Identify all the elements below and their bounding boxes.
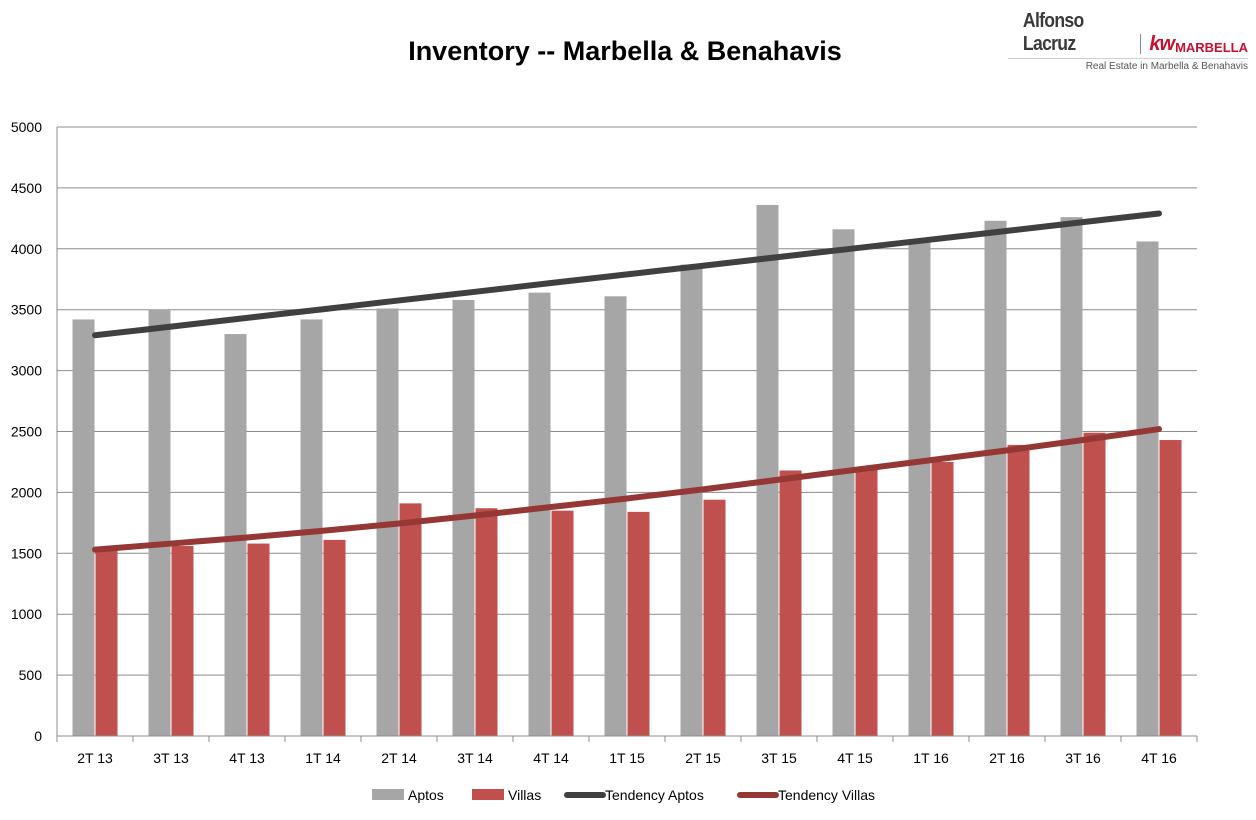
bar-villas: [551, 510, 574, 736]
brand-divider: [1140, 34, 1142, 54]
x-tick-label: 3T 16: [1065, 750, 1101, 766]
y-tick-label: 3000: [11, 363, 42, 379]
bar-villas: [171, 545, 194, 736]
bar-aptos: [148, 309, 171, 736]
bar-villas: [475, 508, 498, 736]
x-tick-label: 2T 14: [381, 750, 417, 766]
x-tick-label: 3T 13: [153, 750, 189, 766]
bar-villas: [247, 543, 270, 736]
y-tick-label: 5000: [11, 119, 42, 135]
bar-villas: [931, 461, 954, 736]
x-tick-label: 2T 13: [77, 750, 113, 766]
x-tick-label: 1T 15: [609, 750, 645, 766]
legend-swatch-aptos: [372, 789, 404, 800]
trend-line-tendency-villas: [92, 426, 1162, 553]
gridlines: [57, 126, 1197, 676]
x-tick-label: 2T 15: [685, 750, 721, 766]
y-tick-label: 1500: [11, 545, 42, 561]
bar-villas: [627, 511, 650, 736]
bar-villas: [1159, 440, 1182, 736]
bar-villas: [1007, 444, 1030, 736]
bar-aptos: [984, 220, 1007, 736]
bar-villas: [1083, 432, 1106, 736]
legend-label-tendency-aptos: Tendency Aptos: [605, 787, 704, 803]
x-tick-label: 4T 15: [837, 750, 873, 766]
bar-aptos: [224, 334, 247, 736]
bar-villas: [399, 503, 422, 736]
x-tick-label: 4T 13: [229, 750, 265, 766]
y-tick-label: 500: [19, 667, 43, 683]
brand-logo: Alfonso Lacruz kw MARBELLA Real Estate i…: [1008, 10, 1248, 72]
bar-aptos: [756, 204, 779, 736]
bar-aptos: [832, 229, 855, 736]
x-tick-label: 1T 14: [305, 750, 341, 766]
legend-label-aptos: Aptos: [408, 787, 444, 803]
bar-aptos: [1060, 217, 1083, 736]
bar-villas: [95, 549, 118, 736]
legend-swatch-villas: [472, 789, 504, 800]
bar-aptos: [1136, 241, 1159, 736]
y-tick-label: 0: [34, 728, 42, 744]
x-tick-label: 4T 16: [1141, 750, 1177, 766]
x-tick-label: 3T 14: [457, 750, 493, 766]
bar-aptos: [528, 292, 551, 736]
axes: 0 500 1000 1500 2000 2500 3000 3500 4000 4500 5000…: [11, 119, 1198, 766]
brand-row: Alfonso Lacruz kw MARBELLA: [1008, 10, 1248, 59]
y-tick-label: 4000: [11, 241, 42, 257]
trend-lines: [92, 210, 1162, 553]
x-tick-label: 4T 14: [533, 750, 569, 766]
y-tick-label: 3500: [11, 302, 42, 318]
bar-villas: [323, 539, 346, 736]
brand-office: MARBELLA: [1175, 40, 1248, 55]
brand-name: Alfonso Lacruz: [1022, 10, 1084, 55]
bar-aptos: [72, 319, 95, 736]
brand-kw-logo: kw: [1149, 33, 1175, 55]
x-tick-label: 3T 15: [761, 750, 797, 766]
bar-aptos: [680, 264, 703, 736]
bar-villas: [855, 466, 878, 736]
bars: [72, 204, 1182, 736]
bar-aptos: [300, 319, 323, 736]
x-tick-label: 2T 16: [989, 750, 1025, 766]
legend-label-tendency-villas: Tendency Villas: [778, 787, 875, 803]
bar-villas: [703, 499, 726, 736]
bar-aptos: [908, 239, 931, 736]
y-tick-label: 2000: [11, 484, 42, 500]
y-tick-label: 2500: [11, 424, 42, 440]
bar-villas: [779, 470, 802, 736]
y-tick-label: 4500: [11, 180, 42, 196]
trend-line-tendency-aptos: [92, 210, 1162, 339]
brand-tagline: Real Estate in Marbella & Benahavis: [1085, 61, 1248, 72]
y-tick-label: 1000: [11, 606, 42, 622]
legend: Aptos Villas Tendency Aptos Tendency Villas: [372, 787, 875, 803]
x-tick-label: 1T 16: [913, 750, 949, 766]
chart-title: Inventory -- Marbella & Benahavis: [408, 36, 842, 66]
bar-aptos: [604, 296, 627, 736]
legend-label-villas: Villas: [508, 787, 541, 803]
